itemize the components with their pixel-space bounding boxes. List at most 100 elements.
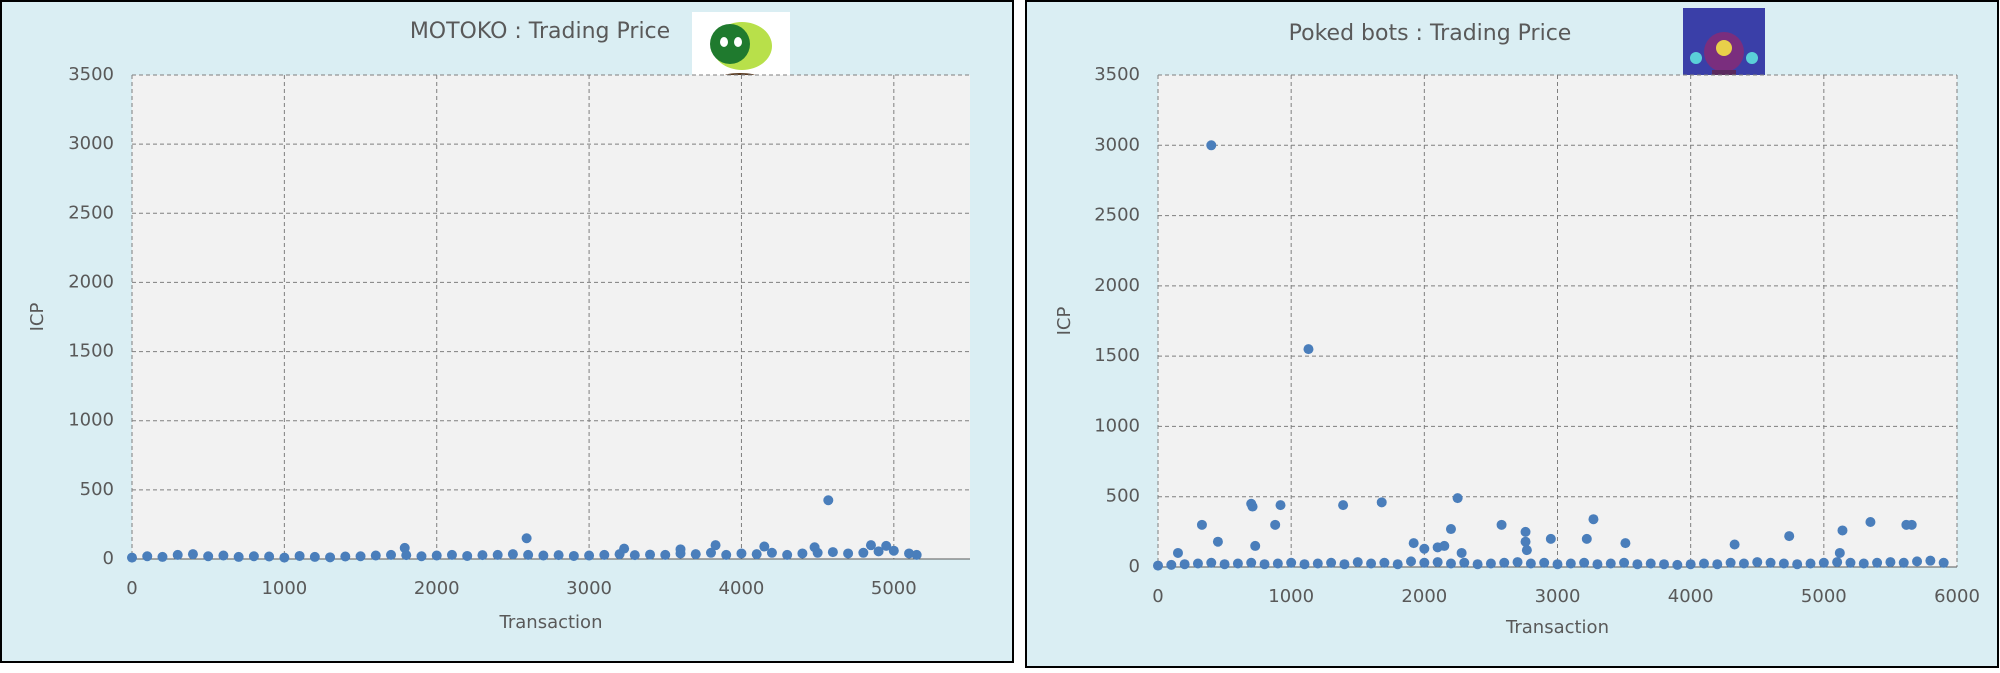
point bbox=[523, 549, 534, 560]
x-tick-label: 3000 bbox=[1535, 586, 1581, 607]
point bbox=[1685, 559, 1696, 570]
point bbox=[1419, 543, 1430, 554]
point bbox=[1445, 558, 1456, 569]
point bbox=[1250, 540, 1261, 551]
y-tick-label: 0 bbox=[1129, 556, 1140, 577]
point bbox=[1196, 519, 1207, 530]
point bbox=[1729, 539, 1740, 550]
x-tick-label: 1000 bbox=[261, 578, 307, 599]
point bbox=[1659, 559, 1670, 570]
x-tick-label: 4000 bbox=[1668, 586, 1714, 607]
x-tick-label: 0 bbox=[1152, 586, 1163, 607]
point bbox=[809, 542, 820, 553]
point bbox=[1645, 558, 1656, 569]
point bbox=[675, 544, 686, 555]
point bbox=[1632, 559, 1643, 570]
point bbox=[858, 547, 869, 558]
point bbox=[553, 550, 564, 561]
point bbox=[1259, 559, 1270, 570]
point bbox=[1512, 557, 1523, 568]
point bbox=[157, 551, 168, 562]
point bbox=[1588, 514, 1599, 525]
point bbox=[431, 550, 442, 561]
point bbox=[797, 548, 808, 559]
point bbox=[1406, 556, 1417, 567]
x-tick-label: 2000 bbox=[1401, 586, 1447, 607]
point bbox=[690, 549, 701, 560]
x-tick-label: 2000 bbox=[414, 578, 460, 599]
point bbox=[1459, 557, 1470, 568]
point bbox=[1499, 557, 1510, 568]
point bbox=[1338, 500, 1349, 511]
point bbox=[446, 549, 457, 560]
point bbox=[1784, 531, 1795, 542]
point bbox=[1166, 559, 1177, 570]
point bbox=[1439, 540, 1450, 551]
point bbox=[1765, 557, 1776, 568]
point bbox=[1834, 547, 1845, 558]
point bbox=[1525, 558, 1536, 569]
point bbox=[172, 549, 183, 560]
point bbox=[584, 550, 595, 561]
point bbox=[1379, 557, 1390, 568]
point bbox=[1212, 536, 1223, 547]
point bbox=[1837, 525, 1848, 536]
point bbox=[705, 547, 716, 558]
point bbox=[1272, 558, 1283, 569]
y-tick-label: 2000 bbox=[1094, 275, 1140, 296]
point bbox=[911, 549, 922, 560]
y-axis-title: ICP bbox=[27, 302, 48, 331]
point bbox=[660, 549, 671, 560]
point bbox=[279, 552, 290, 563]
x-tick-label: 5000 bbox=[1801, 586, 1847, 607]
point bbox=[1581, 533, 1592, 544]
point bbox=[1539, 557, 1550, 568]
point bbox=[1419, 557, 1430, 568]
point bbox=[1247, 501, 1258, 512]
point bbox=[1912, 556, 1923, 567]
point bbox=[1408, 538, 1419, 549]
point bbox=[294, 550, 305, 561]
point bbox=[1206, 557, 1217, 568]
y-tick-label: 2500 bbox=[68, 202, 114, 223]
point bbox=[1275, 500, 1286, 511]
point bbox=[386, 549, 397, 560]
point bbox=[1303, 344, 1314, 355]
point bbox=[751, 549, 762, 560]
x-tick-label: 6000 bbox=[1934, 586, 1980, 607]
point bbox=[1752, 557, 1763, 568]
point bbox=[264, 551, 275, 562]
point bbox=[873, 546, 884, 557]
x-axis-title: Transaction bbox=[499, 612, 603, 633]
point bbox=[355, 551, 366, 562]
point bbox=[538, 550, 549, 561]
point bbox=[1865, 517, 1876, 528]
x-axis-title: Transaction bbox=[1505, 617, 1609, 638]
point bbox=[218, 550, 229, 561]
y-tick-label: 500 bbox=[1106, 486, 1140, 507]
point bbox=[1565, 558, 1576, 569]
point bbox=[1392, 559, 1403, 570]
point bbox=[766, 547, 777, 558]
point bbox=[1698, 558, 1709, 569]
point bbox=[1898, 557, 1909, 568]
point bbox=[1805, 558, 1816, 569]
point bbox=[904, 548, 915, 559]
x-tick-label: 3000 bbox=[566, 578, 612, 599]
point bbox=[1672, 559, 1683, 570]
point bbox=[492, 549, 503, 560]
x-tick-label: 5000 bbox=[871, 578, 917, 599]
point bbox=[1545, 533, 1556, 544]
chart-title: MOTOKO : Trading Price bbox=[410, 19, 670, 44]
point bbox=[399, 542, 410, 553]
point bbox=[477, 550, 488, 561]
point bbox=[1270, 519, 1281, 530]
point bbox=[521, 533, 532, 544]
point bbox=[340, 551, 351, 562]
point bbox=[462, 550, 473, 561]
y-tick-label: 1500 bbox=[68, 341, 114, 362]
y-tick-label: 3500 bbox=[68, 64, 114, 85]
point bbox=[759, 541, 770, 552]
point bbox=[1792, 559, 1803, 570]
point bbox=[1579, 557, 1590, 568]
